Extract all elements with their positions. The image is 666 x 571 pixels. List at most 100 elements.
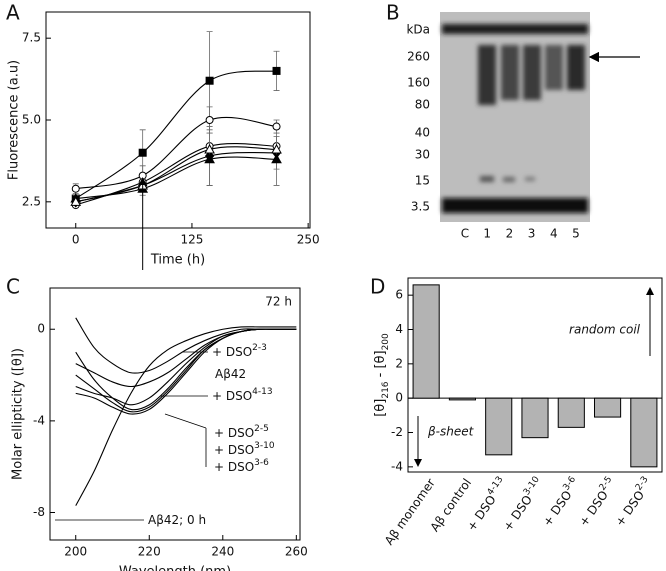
bar (485, 397, 513, 456)
series-line (75, 146, 277, 203)
gel-marker: 80 (415, 98, 430, 112)
annotation: β-sheet (427, 425, 475, 439)
y-tick-label: -2 (391, 425, 403, 439)
y-tick-label: 6 (395, 288, 403, 302)
text-part: + DSO (214, 426, 254, 440)
series-label: + DSO3-6 (214, 458, 269, 474)
y-tick-label: 4 (395, 322, 403, 336)
text-part: 200 (381, 333, 391, 350)
x-axis-title: Wavelength (nm) (119, 565, 231, 571)
x-tick-label: 250 (297, 233, 320, 247)
data-point (138, 148, 147, 157)
gel-marker: 3.5 (411, 200, 430, 214)
panel-label: A (6, 1, 20, 25)
panel-label: C (6, 275, 20, 299)
annotation: 72 h (265, 295, 292, 309)
y-axis-title: Molar ellipticity ([θ]) (11, 348, 26, 480)
series-line (75, 116, 277, 190)
gel-unit: kDa (406, 23, 430, 37)
text-part: Aβ monomer (381, 476, 437, 548)
series-label: Aβ42 (215, 367, 246, 381)
series-label: + DSO2-3 (212, 343, 267, 359)
data-point (271, 153, 282, 164)
series-label: + DSO3-10 (214, 441, 275, 457)
data-point (204, 143, 215, 154)
leader-line (164, 413, 207, 467)
gel-marker: 260 (407, 50, 430, 64)
y-tick-label: 0 (395, 391, 403, 405)
series-line (75, 328, 297, 388)
gel-lane: 1 (483, 227, 491, 241)
y-tick-label: 2 (395, 356, 403, 370)
text-part: + DSO (500, 492, 535, 533)
bar (557, 397, 585, 428)
text-part: - [θ] (373, 350, 388, 381)
text-part: 3-10 (254, 441, 275, 451)
x-tick-label: 0 (72, 233, 80, 247)
data-point (205, 116, 214, 124)
y-tick-label: -8 (33, 505, 45, 519)
x-tick-label: 240 (211, 545, 234, 559)
text-part: + DSO (540, 488, 575, 529)
y-tick-label: 7.5 (22, 31, 41, 45)
series-line (75, 328, 297, 411)
bar (521, 397, 549, 439)
text-part: + DSO (212, 345, 252, 359)
text-part: 3-10 (521, 474, 541, 497)
text-part: + DSO (464, 492, 499, 533)
data-point (272, 66, 281, 75)
series-line (75, 328, 297, 413)
y-tick-label: -4 (33, 413, 45, 427)
bar (412, 284, 440, 399)
panel-label: B (386, 1, 400, 25)
y-tick-label: 0 (37, 322, 45, 336)
series-label: + DSO4-13 (212, 387, 273, 403)
text-part: 4-13 (252, 387, 272, 397)
data-point (271, 143, 282, 154)
annotation: random coil (569, 323, 641, 337)
series-line (75, 151, 277, 203)
y-axis-title: [θ]216 - [θ]200 (373, 333, 391, 417)
text-part: 2-3 (252, 343, 267, 353)
gel-lane: 3 (528, 227, 536, 241)
text-part: 216 (381, 381, 391, 398)
y-axis-title: Fluorescence (a.u) (7, 60, 22, 180)
data-point (71, 184, 80, 193)
data-point (70, 196, 82, 206)
gel-lane: 4 (550, 227, 558, 241)
gel-marker: 15 (415, 174, 430, 188)
text-part: 4-13 (485, 475, 505, 497)
text-part: + DSO (212, 389, 252, 403)
text-part: + DSO (214, 443, 254, 457)
text-part: Aβ42 (215, 367, 246, 381)
text-part: 2-5 (254, 424, 269, 434)
gel-lane: C (461, 227, 469, 241)
y-tick-label: 5.0 (22, 113, 41, 127)
series-line (75, 70, 277, 199)
gel-marker: 160 (407, 76, 430, 90)
text-part: 3-6 (254, 458, 269, 468)
series-line (75, 326, 297, 506)
data-point (205, 76, 214, 85)
data-point (272, 122, 281, 131)
bar (448, 397, 476, 401)
bar (594, 397, 622, 418)
x-tick-label: 125 (180, 233, 203, 247)
series-label: Aβ42; 0 h (148, 513, 206, 527)
plot-frame (49, 287, 301, 541)
x-tick-label: 260 (285, 545, 308, 559)
text-part: + DSO (214, 460, 254, 474)
x-tick-label: 200 (64, 545, 87, 559)
text-part: [θ] (373, 399, 388, 417)
panel-label: D (370, 275, 385, 299)
plot-frame (45, 11, 311, 229)
x-axis-title: Time (h) (150, 253, 205, 268)
gel-marker: 30 (415, 148, 430, 162)
plot-frame (407, 277, 663, 473)
x-tick-label: + DSO3-10 (498, 474, 546, 533)
y-tick-label: 2.5 (22, 194, 41, 208)
gel-lane: 2 (506, 227, 514, 241)
bar (630, 397, 658, 468)
